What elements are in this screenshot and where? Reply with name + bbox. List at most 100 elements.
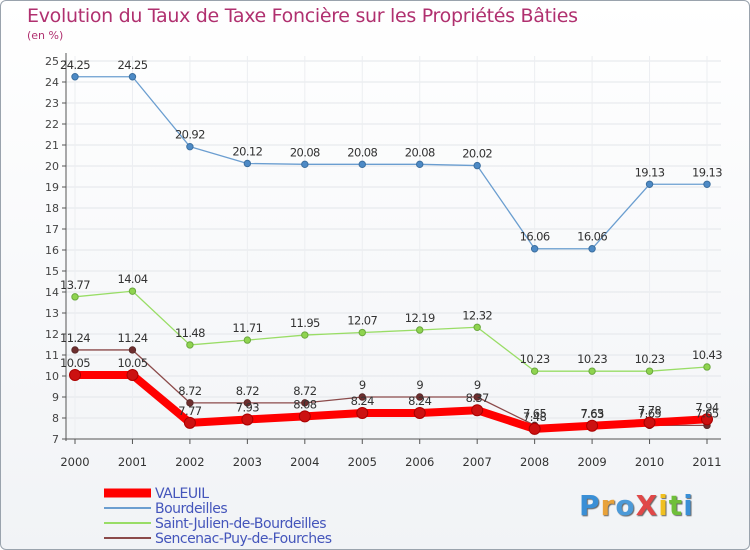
data-label: 20.08: [290, 145, 320, 159]
y-tick-label: 17: [45, 223, 59, 236]
data-label: 19.13: [692, 165, 722, 179]
data-point: [69, 368, 81, 381]
y-tick-label: 7: [52, 433, 59, 446]
data-point: [416, 326, 424, 334]
data-point: [241, 413, 254, 426]
y-tick-label: 19: [45, 181, 59, 194]
data-label: 8.37: [466, 391, 489, 405]
data-label: 10.23: [577, 352, 607, 366]
data-label: 7.65: [523, 406, 546, 420]
data-label: 11.71: [232, 321, 262, 335]
data-label: 7.93: [236, 400, 259, 414]
data-point: [301, 331, 309, 339]
series-line-1: [74, 76, 708, 250]
data-point: [530, 245, 539, 253]
x-tick-label: 2004: [290, 455, 319, 469]
data-point: [703, 180, 711, 188]
data-point: [416, 160, 424, 169]
data-point: [588, 367, 596, 375]
data-point: [186, 399, 194, 407]
y-tick-label: 15: [45, 265, 59, 278]
x-tick-label: 2008: [520, 455, 549, 469]
y-tick-label: 23: [45, 97, 59, 110]
data-point: [473, 323, 481, 331]
unit-label: (en %): [27, 29, 64, 42]
data-point: [588, 245, 596, 253]
data-label: 10.23: [635, 352, 665, 366]
data-label: 24.25: [60, 58, 90, 72]
y-tick-label: 21: [45, 139, 59, 152]
data-label: 16.06: [577, 230, 607, 244]
data-point: [128, 73, 137, 81]
data-point: [703, 363, 711, 371]
y-tick-label: 9: [52, 391, 59, 404]
data-point: [416, 393, 424, 401]
legend-label: Sencenac-Puy-de-Fourches: [155, 531, 332, 547]
data-point: [645, 367, 654, 375]
data-label: 8.08: [293, 397, 316, 411]
data-label: 10.43: [692, 348, 722, 362]
data-point: [643, 416, 656, 429]
data-point: [358, 393, 366, 401]
data-point: [298, 410, 311, 423]
x-tick-label: 2011: [692, 455, 721, 469]
x-tick-label: 2005: [348, 455, 377, 469]
data-label: 8.72: [293, 384, 316, 398]
data-label: 11.24: [60, 331, 90, 345]
data-label: 9: [416, 378, 423, 392]
data-label: 11.95: [290, 316, 320, 330]
data-point: [71, 293, 79, 301]
legend-label: Bourdeilles: [155, 501, 227, 517]
data-label: 12.32: [462, 308, 492, 322]
y-tick-label: 11: [45, 349, 59, 362]
data-label: 12.19: [405, 311, 435, 325]
data-label: 10.23: [520, 352, 550, 366]
data-label: 7.63: [580, 407, 603, 421]
data-point: [71, 346, 79, 354]
series-line-0: [71, 370, 711, 433]
data-label: 9: [474, 378, 481, 392]
data-point: [530, 367, 539, 375]
data-label: 20.08: [347, 145, 377, 159]
data-label: 11.48: [175, 326, 205, 340]
data-point: [356, 406, 369, 419]
data-point: [71, 73, 79, 81]
data-point: [301, 399, 309, 407]
data-label: 8.72: [178, 384, 201, 398]
data-point: [471, 404, 484, 417]
data-label: 8.24: [408, 394, 431, 408]
data-label: 20.08: [405, 145, 435, 159]
data-point: [186, 341, 194, 349]
data-label: 20.12: [232, 144, 262, 158]
data-label: 9: [359, 378, 366, 392]
proxiti-logo: ProXiti: [579, 489, 694, 522]
y-tick-label: 16: [45, 244, 59, 257]
data-label: 16.06: [520, 230, 550, 244]
x-tick-label: 2002: [175, 455, 204, 469]
data-label: 8.24: [351, 394, 374, 408]
x-tick-label: 2006: [405, 455, 434, 469]
data-point: [473, 393, 481, 401]
x-tick-label: 2001: [118, 455, 147, 469]
data-label: 13.77: [60, 278, 90, 292]
data-label: 20.02: [462, 147, 492, 161]
data-label: 7.78: [638, 404, 661, 418]
data-point: [473, 161, 481, 170]
y-tick-label: 25: [45, 55, 59, 68]
legend-label: Saint-Julien-de-Bourdeilles: [155, 516, 326, 532]
data-label: 10.05: [117, 356, 147, 370]
x-tick-label: 2003: [233, 455, 262, 469]
data-point: [183, 416, 196, 429]
data-label: 11.24: [117, 331, 147, 345]
data-label: 7.48: [523, 410, 546, 424]
x-tick-label: 2007: [463, 455, 492, 469]
data-point: [243, 159, 252, 168]
x-tick-label: 2010: [635, 455, 664, 469]
data-point: [413, 406, 426, 419]
y-tick-label: 10: [45, 370, 59, 383]
y-tick-label: 14: [45, 286, 59, 299]
x-tick-label: 2009: [577, 455, 606, 469]
data-point: [645, 180, 654, 188]
